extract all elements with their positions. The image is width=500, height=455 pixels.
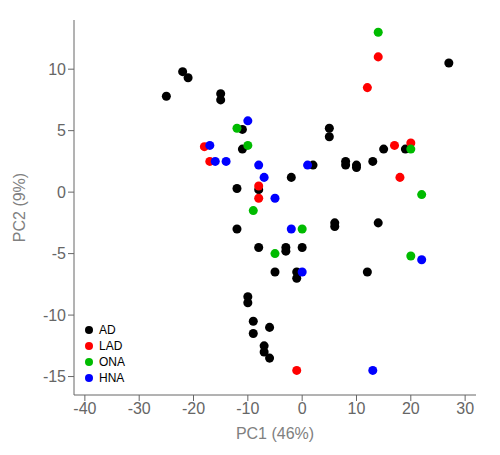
html-text:AD: AD [99, 323, 116, 337]
svg-text:-10: -10 [236, 400, 259, 417]
svg-text:-30: -30 [128, 400, 151, 417]
svg-text:-10: -10 [43, 307, 66, 324]
svg-text:10: 10 [348, 400, 366, 417]
svg-text:5: 5 [57, 122, 66, 139]
svg-text:30: 30 [456, 400, 474, 417]
svg-text:-20: -20 [182, 400, 205, 417]
svg-text:PC1 (46%): PC1 (46%) [236, 425, 314, 442]
html-text:LAD: LAD [99, 339, 123, 353]
html-text:ONA: ONA [99, 355, 125, 369]
html-text:HNA: HNA [99, 371, 125, 385]
svg-text:0: 0 [298, 400, 307, 417]
svg-text:10: 10 [48, 61, 66, 78]
svg-text:-5: -5 [52, 245, 66, 262]
svg-text:20: 20 [402, 400, 420, 417]
svg-text:-40: -40 [73, 400, 96, 417]
svg-text:-15: -15 [43, 368, 66, 385]
svg-text:PC2 (9%): PC2 (9%) [11, 173, 28, 242]
svg-text:0: 0 [57, 184, 66, 201]
